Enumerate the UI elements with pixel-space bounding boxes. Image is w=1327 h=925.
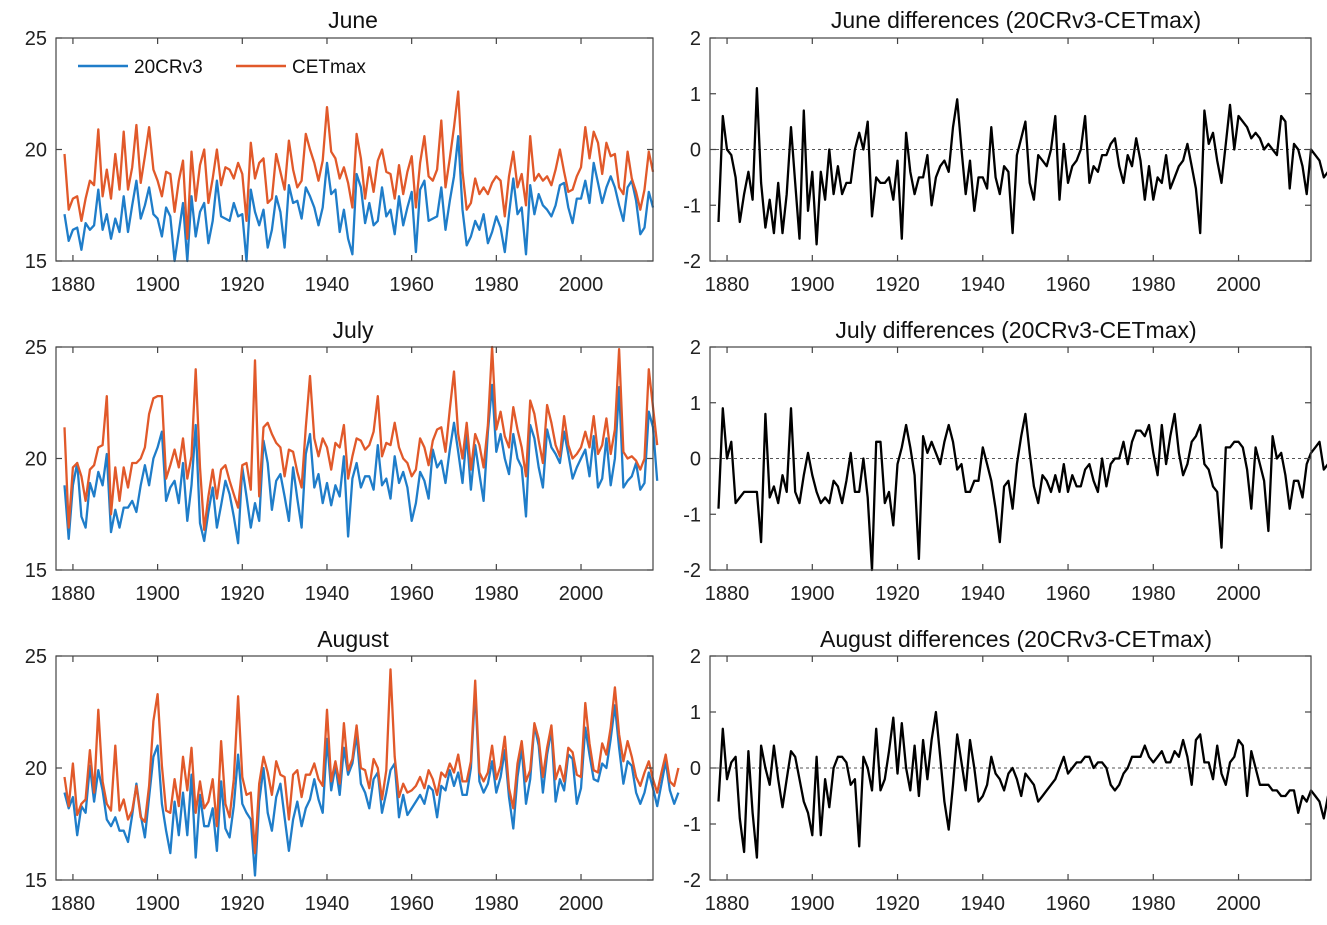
- y-tick-label: 1: [690, 702, 701, 724]
- panel-july: July 1880 1900 1920 1940 1960 1980 2000 15 20 25: [25, 317, 659, 605]
- panel-title: June: [328, 7, 378, 33]
- x-tick-label: 1900: [135, 274, 180, 296]
- x-tick-label: 1880: [705, 583, 750, 605]
- x-tick-label: 1920: [220, 583, 265, 605]
- x-tick-label: 1960: [389, 893, 434, 915]
- x-tick-label: 2000: [1216, 893, 1261, 915]
- x-tick-label: 2000: [1216, 274, 1261, 296]
- series-line-20crv3: [63, 688, 680, 877]
- y-tick-label: 20: [25, 758, 47, 780]
- y-tick-label: 0: [690, 758, 701, 780]
- series-line-difference: [717, 710, 1327, 859]
- y-tick-label: 20: [25, 140, 47, 162]
- x-tick-label: 1880: [51, 893, 96, 915]
- x-tick-label: 1920: [220, 274, 265, 296]
- x-tick-label: 2000: [559, 893, 604, 915]
- x-tick-label: 2000: [1216, 583, 1261, 605]
- x-tick-label: 1940: [961, 893, 1006, 915]
- y-tick-label: 1: [690, 84, 701, 106]
- x-tick-label: 1900: [790, 893, 835, 915]
- x-tick-label: 1960: [1046, 583, 1091, 605]
- x-tick-label: 1940: [961, 274, 1006, 296]
- x-tick-label: 1920: [220, 893, 265, 915]
- panel-title: July differences (20CRv3-CETmax): [835, 317, 1196, 343]
- panel-july-differences: July differences (20CRv3-CETmax) 1880 190…: [683, 317, 1327, 605]
- x-tick-label: 1920: [875, 893, 920, 915]
- x-tick-label: 1940: [961, 583, 1006, 605]
- y-tick-label: 15: [25, 560, 47, 582]
- y-tick-label: -1: [683, 504, 701, 526]
- x-tick-label: 1980: [1131, 583, 1176, 605]
- y-tick-label: 0: [690, 140, 701, 162]
- y-tick-label: -2: [683, 870, 701, 892]
- panel-august: August 1880 1900 1920 1940 1960 1980 2000 15 20 2…: [25, 626, 680, 915]
- series-line-20crv3: [63, 134, 655, 263]
- x-tick-label: 1980: [474, 274, 519, 296]
- series-line-difference: [717, 87, 1327, 246]
- panel-title: July: [333, 317, 374, 343]
- x-tick-label: 1980: [474, 583, 519, 605]
- panel-august-differences: August differences (20CRv3-CETmax) 1880 1…: [683, 626, 1327, 915]
- y-tick-label: -2: [683, 560, 701, 582]
- y-tick-label: -2: [683, 251, 701, 273]
- x-tick-label: 1880: [705, 893, 750, 915]
- x-tick-label: 2000: [559, 274, 604, 296]
- x-tick-label: 1880: [705, 274, 750, 296]
- x-tick-label: 1900: [135, 583, 180, 605]
- x-tick-label: 1940: [305, 893, 350, 915]
- y-tick-label: 0: [690, 449, 701, 471]
- x-tick-label: 1960: [389, 274, 434, 296]
- series-line-cetmax: [63, 668, 680, 855]
- x-tick-label: 1980: [1131, 893, 1176, 915]
- x-tick-label: 1880: [51, 583, 96, 605]
- x-tick-label: 1920: [875, 274, 920, 296]
- y-tick-label: 20: [25, 449, 47, 471]
- y-tick-label: 1: [690, 393, 701, 415]
- y-tick-label: 25: [25, 646, 47, 668]
- x-tick-label: 1940: [305, 583, 350, 605]
- panel-june: June 1880 1900 1920 1940 1960 1980 2000 15 20 25: [25, 7, 655, 296]
- x-tick-label: 1960: [1046, 893, 1091, 915]
- x-tick-label: 1980: [474, 893, 519, 915]
- series-line-cetmax: [63, 90, 655, 240]
- series-line-cetmax: [63, 345, 659, 532]
- y-tick-label: 25: [25, 337, 47, 359]
- legend: 20CRv3 CETmax: [78, 57, 366, 78]
- x-tick-label: 1900: [790, 583, 835, 605]
- y-tick-label: 15: [25, 870, 47, 892]
- y-tick-label: 15: [25, 251, 47, 273]
- x-tick-label: 1960: [389, 583, 434, 605]
- y-tick-label: -1: [683, 814, 701, 836]
- panel-june-differences: June differences (20CRv3-CETmax) 1880 190…: [683, 7, 1327, 296]
- x-tick-label: 1960: [1046, 274, 1091, 296]
- legend-label-cetmax: CETmax: [292, 57, 366, 78]
- panel-title: August: [317, 626, 389, 652]
- x-tick-label: 1900: [790, 274, 835, 296]
- y-tick-label: 2: [690, 646, 701, 668]
- series-line-difference: [717, 407, 1327, 572]
- x-tick-label: 1980: [1131, 274, 1176, 296]
- x-tick-label: 1920: [875, 583, 920, 605]
- x-tick-label: 1900: [135, 893, 180, 915]
- series-line-20crv3: [63, 383, 659, 545]
- panel-title: June differences (20CRv3-CETmax): [831, 7, 1201, 33]
- y-tick-label: 2: [690, 337, 701, 359]
- x-tick-label: 1880: [51, 274, 96, 296]
- y-tick-label: 25: [25, 28, 47, 50]
- x-tick-label: 2000: [559, 583, 604, 605]
- legend-label-20crv3: 20CRv3: [134, 57, 203, 78]
- x-tick-label: 1940: [305, 274, 350, 296]
- y-tick-label: -1: [683, 195, 701, 217]
- panel-title: August differences (20CRv3-CETmax): [820, 626, 1212, 652]
- y-tick-label: 2: [690, 28, 701, 50]
